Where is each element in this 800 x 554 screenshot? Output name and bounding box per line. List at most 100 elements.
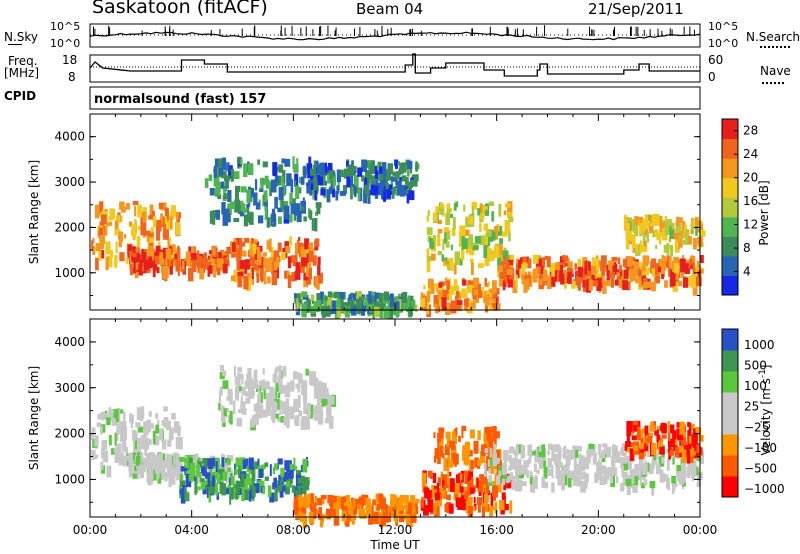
heatmap-cell: [643, 479, 648, 486]
heatmap-cell: [640, 482, 645, 489]
heatmap-cell: [621, 443, 625, 450]
heatmap-cell: [263, 388, 266, 400]
heatmap-cell: [254, 256, 257, 265]
heatmap-cell: [564, 465, 570, 473]
heatmap-cell: [378, 173, 384, 181]
heatmap-cell: [143, 460, 146, 468]
heatmap-cell: [465, 455, 470, 462]
heatmap-cell: [568, 470, 575, 481]
heatmap-cell: [634, 463, 640, 477]
heatmap-cell: [264, 381, 270, 390]
heatmap-cell: [462, 450, 466, 461]
heatmap-cell: [696, 260, 699, 268]
heatmap-cell: [567, 271, 572, 284]
heatmap-cell: [358, 509, 363, 516]
heatmap-cell: [611, 257, 618, 262]
heatmap-cell: [370, 505, 374, 517]
heatmap-cell: [114, 254, 118, 268]
heatmap-cell: [679, 217, 683, 223]
velocity-colorbar-segment: [722, 350, 738, 372]
heatmap-cell: [175, 261, 181, 272]
heatmap-cell: [370, 175, 375, 185]
heatmap-cell: [150, 227, 154, 237]
heatmap-cell: [119, 434, 124, 443]
heatmap-cell: [183, 458, 189, 463]
heatmap-cell: [661, 434, 667, 439]
heatmap-cell: [202, 484, 207, 495]
power-colorbar-segment: [722, 236, 738, 257]
heatmap-cell: [481, 287, 484, 298]
heatmap-cell: [576, 481, 582, 487]
heatmap-cell: [310, 493, 315, 504]
heatmap-cell: [553, 263, 559, 276]
heatmap-cell: [298, 187, 302, 194]
heatmap-cell: [317, 389, 322, 402]
heatmap-cell: [551, 274, 556, 287]
heatmap-cell: [385, 182, 389, 190]
heatmap-cell: [293, 502, 299, 515]
heatmap-cell: [387, 303, 392, 308]
heatmap-cell: [411, 179, 417, 185]
heatmap-cell: [346, 306, 349, 312]
heatmap-cell: [365, 302, 369, 310]
heatmap-cell: [695, 220, 700, 226]
heatmap-cell: [402, 292, 408, 303]
heatmap-cell: [239, 159, 243, 165]
heatmap-cell: [387, 184, 393, 190]
heatmap-cell: [221, 157, 227, 171]
nsky-spikes: [92, 25, 695, 36]
heatmap-cell: [412, 299, 416, 309]
heatmap-cell: [467, 506, 473, 517]
heatmap-cell: [271, 272, 277, 286]
heatmap-cell: [507, 274, 513, 288]
heatmap-cell: [304, 480, 310, 491]
heatmap-cell: [606, 264, 610, 277]
heatmap-cell: [302, 458, 308, 473]
heatmap-cell: [376, 164, 379, 170]
heatmap-cell: [97, 413, 101, 420]
heatmap-cell: [283, 473, 289, 480]
heatmap-cell: [167, 237, 170, 248]
heatmap-cell: [249, 248, 256, 255]
heatmap-cell: [692, 465, 699, 477]
heatmap-cell: [661, 270, 664, 280]
heatmap-cell: [305, 263, 309, 277]
heatmap-cell: [402, 504, 407, 510]
heatmap-cell: [312, 188, 316, 200]
heatmap-cell: [241, 386, 246, 396]
heatmap-cell: [457, 499, 464, 510]
heatmap-cell: [284, 460, 290, 471]
heatmap-cell: [520, 445, 526, 459]
heatmap-cell: [281, 199, 284, 212]
heatmap-cell: [263, 256, 266, 268]
heatmap-cell: [247, 163, 254, 176]
heatmap-cell: [363, 189, 367, 204]
heatmap-cell: [299, 299, 303, 304]
heatmap-cell: [686, 466, 691, 479]
heatmap-cell: [479, 223, 482, 232]
heatmap-cell: [651, 214, 658, 227]
heatmap-cell: [196, 250, 200, 256]
heatmap-cell: [185, 459, 189, 472]
heatmap-cell: [237, 367, 242, 373]
heatmap-cell: [245, 397, 251, 404]
heatmap-cell: [441, 254, 445, 262]
heatmap-cell: [492, 280, 497, 293]
heatmap-cell: [499, 249, 505, 262]
heatmap-cell: [240, 241, 246, 247]
heatmap-cell: [641, 245, 648, 252]
heatmap-cell: [292, 404, 296, 413]
heatmap-cell: [222, 418, 226, 427]
heatmap-cell: [255, 179, 258, 191]
nsky-legend-line: [8, 44, 22, 45]
heatmap-cell: [250, 418, 255, 428]
heatmap-cell: [118, 232, 124, 242]
heatmap-cell: [629, 269, 633, 282]
y-tick-label: 1000: [54, 266, 85, 280]
heatmap-cell: [300, 418, 306, 430]
heatmap-cell: [495, 449, 501, 464]
heatmap-cell: [137, 437, 142, 450]
heatmap-cell: [433, 295, 440, 308]
heatmap-cell: [553, 453, 559, 466]
heatmap-cell: [469, 429, 475, 439]
